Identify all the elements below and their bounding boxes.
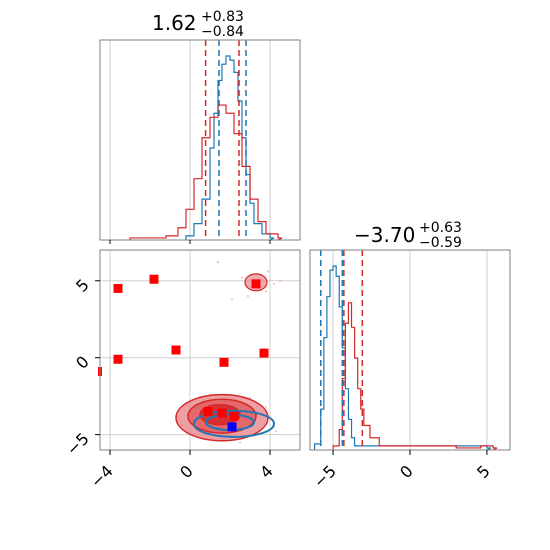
param2-title-minus: −0.59 [419,235,462,251]
joint-sample-dot [265,405,267,408]
joint-red-marker [229,411,239,421]
joint-sample-dot [247,295,249,298]
joint-x-tick-labels: −4 0 4 [87,450,277,492]
param1-title-minus: −0.84 [201,24,244,40]
joint-red-marker [149,274,159,284]
joint-sample-dot [239,441,241,444]
joint-sample-dot [217,261,219,264]
joint-x-tick-label: −4 [87,461,117,491]
joint-sample-dot [265,290,267,293]
joint-red-marker [203,407,213,417]
param1-blue-histogram [185,55,275,241]
joint-red-marker [219,357,229,367]
param2-x-tick-label: 0 [396,461,417,482]
param1-histogram-panel [99,39,301,244]
param2-title-plus: +0.63 [419,220,462,236]
joint-red-marker [217,408,227,418]
joint-sample-dot [241,276,243,279]
joint-sample-dot [279,279,281,282]
joint-y-tick-label: 0 [72,352,93,373]
joint-x-tick-label: 4 [256,461,277,482]
param1-red-histogram [129,104,283,241]
joint-red-marker [251,279,261,289]
param2-title: −3.70 +0.63 −0.59 [354,220,462,251]
joint-y-tick-labels: 5 0 −5 [63,275,100,459]
joint-red-marker [113,283,123,293]
joint-y-tick-label: −5 [63,429,93,459]
joint-red-marker [171,345,181,355]
param2-histogram-panel [309,249,511,451]
joint-sample-dot [267,270,269,273]
joint-frame [99,249,301,451]
joint-blue-contour [193,409,275,438]
joint-y-tick-label: 5 [72,275,93,296]
param1-title-value: 1.62 [152,11,197,35]
param2-x-tick-label: −5 [310,461,340,491]
joint-x-tick-label: 0 [176,461,197,482]
joint-sample-dot [231,298,233,301]
param2-x-tick-label: 5 [473,461,494,482]
param2-blue-histogram [314,265,492,451]
param1-title-plus: +0.83 [201,9,244,25]
param2-red-histogram [332,302,498,451]
param1-frame [99,39,301,241]
joint-scatter-panel [98,249,301,451]
param1-title: 1.62 +0.83 −0.84 [152,9,244,40]
joint-sample-dot [249,396,251,399]
joint-sample-dot [273,282,275,285]
joint-blue-marker [227,422,237,432]
param2-x-tick-labels: −5 0 5 [310,450,494,492]
param2-title-value: −3.70 [354,223,415,247]
joint-sample-dot [275,430,277,433]
joint-red-marker [259,348,269,358]
joint-red-marker [113,354,123,364]
